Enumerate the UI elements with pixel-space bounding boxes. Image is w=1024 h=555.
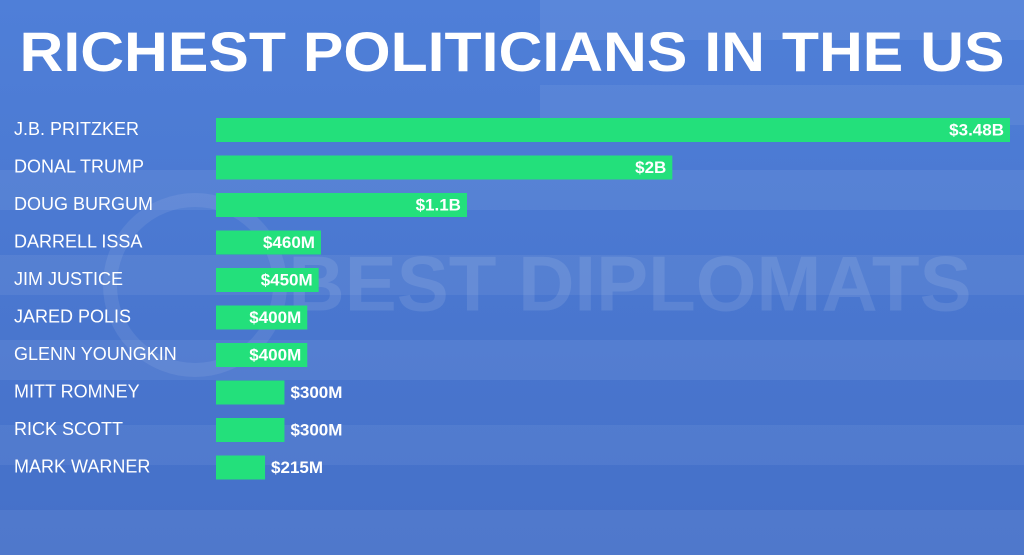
- category-label: DOUG BURGUM: [14, 194, 153, 214]
- bar: [216, 193, 467, 217]
- category-label: JIM JUSTICE: [14, 269, 123, 289]
- value-label: $400M: [249, 308, 301, 327]
- bar: [216, 268, 319, 292]
- value-label: $2B: [635, 158, 666, 177]
- category-label: MARK WARNER: [14, 456, 150, 476]
- chart-title: RICHEST POLITICIANS IN THE US: [20, 20, 1005, 83]
- value-label: $300M: [290, 420, 342, 439]
- bar: [216, 418, 285, 442]
- category-label: GLENN YOUNGKIN: [14, 344, 177, 364]
- value-label: $400M: [249, 345, 301, 364]
- value-label: $3.48B: [949, 120, 1004, 139]
- category-label: DONAL TRUMP: [14, 156, 144, 176]
- category-label: JARED POLIS: [14, 306, 131, 326]
- watermark: BEST DIPLOMATS: [288, 240, 971, 328]
- value-label: $450M: [261, 270, 313, 289]
- value-label: $215M: [271, 458, 323, 477]
- bar: [216, 118, 1010, 142]
- bar: [216, 155, 673, 180]
- bar: [216, 343, 308, 367]
- bar: [216, 230, 321, 255]
- category-label: MITT ROMNEY: [14, 381, 140, 401]
- bar: [216, 380, 285, 405]
- category-label: RICK SCOTT: [14, 419, 123, 439]
- bar: [216, 305, 308, 330]
- value-label: $460M: [263, 233, 315, 252]
- category-label: J.B. PRITZKER: [14, 119, 139, 139]
- bar: [216, 455, 266, 480]
- value-label: $300M: [290, 383, 342, 402]
- value-label: $1.1B: [416, 195, 461, 214]
- category-label: DARRELL ISSA: [14, 231, 142, 251]
